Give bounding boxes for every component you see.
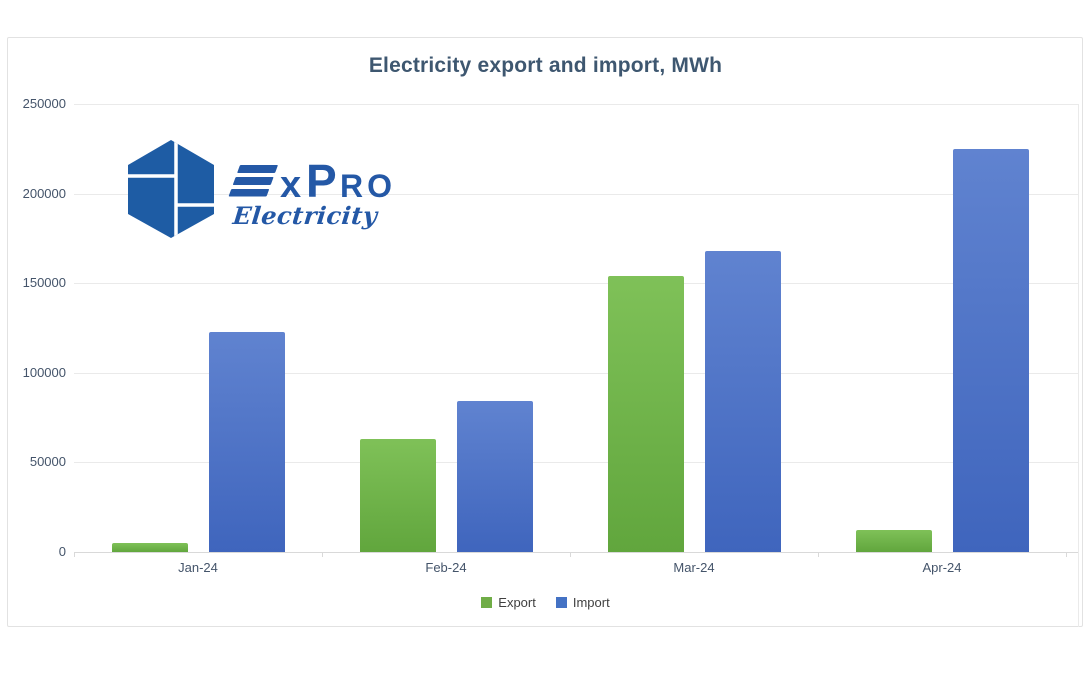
logo-e-bars-icon: [228, 165, 278, 197]
logo-letters-ro: RO: [340, 168, 396, 204]
logo-letter-x: x: [280, 164, 301, 205]
legend-item-export: Export: [481, 595, 536, 610]
x-axis-tick: [570, 552, 571, 557]
chart-card: [7, 37, 1083, 627]
y-tick-label: 200000: [22, 185, 66, 201]
y-tick-label: 250000: [22, 96, 66, 111]
plot-right-edge: [1078, 104, 1079, 627]
gridline-100000: [74, 372, 1078, 374]
bar-export-feb-24: [359, 439, 436, 552]
export-swatch-icon: [481, 597, 493, 608]
import-swatch-icon: [555, 597, 567, 608]
logo-letter-p: P: [306, 159, 337, 205]
x-axis-tick: [322, 552, 323, 557]
y-tick-label: 100000: [22, 364, 66, 380]
bar-export-mar-24: [607, 276, 684, 552]
gridline-50000: [74, 462, 1078, 464]
bar-import-jan-24: [208, 331, 285, 552]
logo-subtitle: Electricity: [231, 201, 379, 230]
x-axis-tick: [1066, 552, 1067, 557]
y-tick-label: 150000: [22, 275, 66, 291]
legend-label-export: Export: [498, 595, 536, 610]
bar-export-apr-24: [855, 530, 932, 552]
logo-brand-wordmark: x P RO: [228, 159, 396, 205]
legend: Export Import: [0, 595, 1091, 610]
bar-import-apr-24: [952, 148, 1029, 552]
x-axis-tick: [818, 552, 819, 557]
gridline-250000: [74, 104, 1078, 105]
x-axis-tick: [74, 552, 75, 557]
x-tick-label: Mar-24: [673, 560, 715, 575]
y-tick-label: 0: [58, 544, 66, 559]
gridline-150000: [74, 283, 1078, 285]
x-tick-label: Apr-24: [922, 560, 962, 575]
chart-title: Electricity export and import, MWh: [368, 54, 723, 77]
bar-export-jan-24: [111, 543, 188, 552]
bar-import-mar-24: [704, 250, 781, 552]
legend-item-import: Import: [555, 595, 610, 610]
x-tick-label: Feb-24: [425, 560, 467, 575]
x-tick-label: Jan-24: [178, 560, 218, 575]
legend-label-import: Import: [572, 595, 610, 610]
logo-hexagon-icon: [128, 140, 214, 238]
gridline-200000: [74, 193, 1078, 195]
y-tick-label: 50000: [29, 454, 66, 470]
x-axis-line: [74, 552, 1078, 553]
bar-import-feb-24: [456, 401, 533, 552]
